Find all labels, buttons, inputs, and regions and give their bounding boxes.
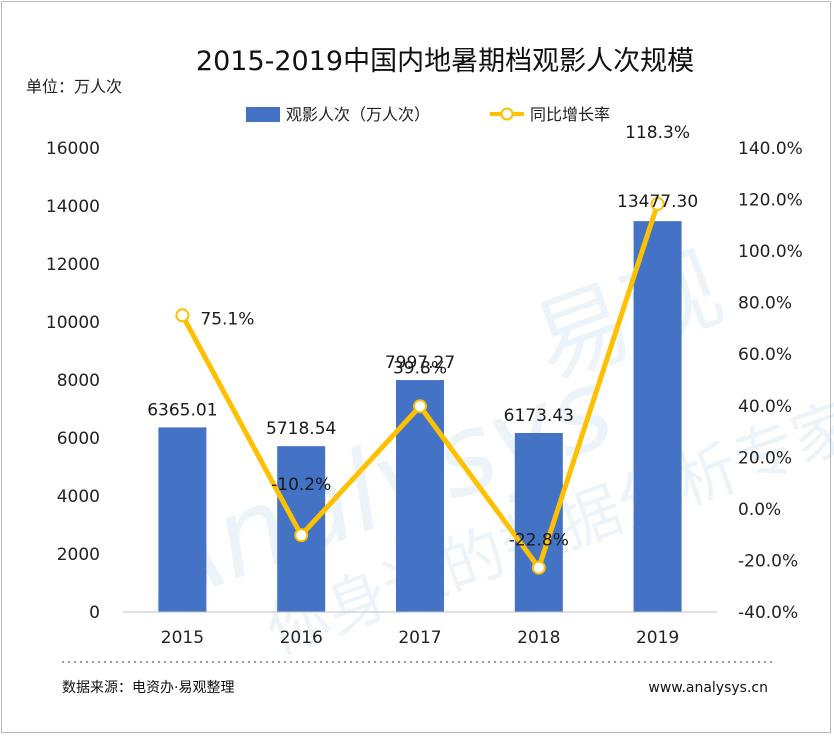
line-point [413, 399, 427, 414]
x-tick-label: 2017 [398, 628, 441, 648]
x-tick-label: 2016 [280, 628, 323, 648]
line-point [294, 528, 309, 543]
bar-series [158, 221, 682, 612]
x-tick-label: 2018 [517, 628, 560, 648]
legend-bar-label: 观影人次（万人次） [286, 105, 430, 124]
left-axis: 0 2000 4000 6000 8000 10000 12000 14000 16000 [46, 139, 100, 623]
growth-rate-label: 39.8% [393, 358, 447, 378]
growth-rate-label: 118.3% [625, 123, 690, 143]
left-tick-label: 12000 [46, 255, 100, 275]
right-tick-label: -20.0% [738, 551, 798, 571]
right-tick-label: 20.0% [738, 448, 792, 468]
line-series [175, 196, 665, 575]
bar-value-label: 7997.27 [385, 353, 455, 373]
x-axis: 2015 2016 2017 2018 2019 [161, 628, 679, 648]
right-tick-label: 0.0% [738, 500, 781, 520]
right-tick-label: 100.0% [738, 242, 803, 262]
right-tick-label: 60.0% [738, 345, 792, 365]
website-url: www.analysys.cn [648, 680, 768, 696]
left-tick-label: 16000 [46, 139, 100, 159]
left-tick-label: 8000 [57, 371, 100, 391]
legend-line-marker [500, 107, 514, 121]
line-point [175, 308, 190, 323]
data-labels: 6365.01 5718.54 7997.27 6173.43 13477.30 75.1… [147, 123, 698, 551]
watermark: Analysys 易观 你身边的数据分析专家 [121, 233, 834, 669]
left-tick-label: 0 [89, 603, 100, 623]
growth-rate-label: -22.8% [509, 531, 569, 551]
legend-line-label: 同比增长率 [530, 105, 610, 124]
bar [158, 427, 207, 612]
legend-bar-swatch [246, 107, 280, 122]
left-tick-label: 4000 [57, 487, 100, 507]
line-point [650, 196, 665, 211]
right-tick-label: 140.0% [738, 139, 803, 159]
growth-rate-label: -10.2% [271, 475, 331, 495]
source-note: 数据来源：电资办·易观整理 [62, 680, 234, 696]
right-tick-label: 120.0% [738, 191, 803, 211]
left-tick-label: 2000 [57, 545, 100, 565]
growth-rate-label: 75.1% [200, 309, 254, 329]
bar-value-label: 5718.54 [266, 419, 336, 439]
left-tick-label: 14000 [46, 197, 100, 217]
right-tick-label: 80.0% [738, 294, 792, 314]
bar-value-label: 6365.01 [147, 400, 217, 420]
left-tick-label: 6000 [57, 429, 100, 449]
left-tick-label: 10000 [46, 313, 100, 333]
chart-title: 2015-2019中国内地暑期档观影人次规模 [196, 46, 694, 77]
right-tick-label: 40.0% [738, 397, 792, 417]
bar-value-label: 6173.43 [504, 406, 574, 426]
bar [633, 221, 682, 612]
right-tick-label: -40.0% [738, 603, 798, 623]
bar [396, 380, 444, 612]
bar-value-label: 13477.30 [617, 192, 698, 212]
right-axis: -40.0% -20.0% 0.0% 20.0% 40.0% 60.0% 80.0% 100.… [738, 139, 803, 623]
legend: 观影人次（万人次） 同比增长率 [246, 105, 610, 124]
line-point [531, 560, 546, 575]
x-tick-label: 2019 [636, 628, 679, 648]
x-tick-label: 2015 [161, 628, 204, 648]
unit-label: 单位：万人次 [26, 77, 122, 96]
watermark-brand-cn: 易观 [520, 233, 736, 401]
